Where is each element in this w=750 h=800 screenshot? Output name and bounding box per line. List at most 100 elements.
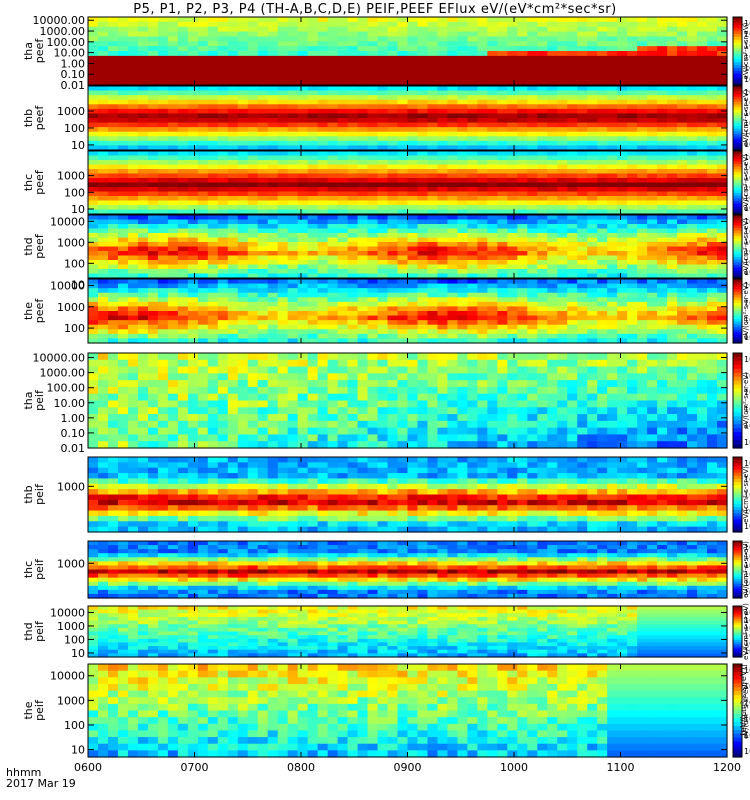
heatmap-cell bbox=[597, 233, 608, 239]
heatmap-cell bbox=[97, 86, 109, 92]
heatmap-cell bbox=[297, 205, 309, 211]
heatmap-cell bbox=[277, 60, 289, 67]
heatmap-cell bbox=[567, 178, 578, 184]
heatmap-cell bbox=[267, 260, 279, 266]
heatmap-cell bbox=[217, 233, 229, 239]
heatmap-cell bbox=[227, 151, 239, 157]
heatmap-cell bbox=[527, 329, 538, 335]
heatmap-cell bbox=[317, 140, 329, 147]
heatmap-cell bbox=[297, 279, 309, 285]
heatmap-cell bbox=[547, 127, 558, 133]
heatmap-cell bbox=[247, 393, 259, 402]
heatmap-cell bbox=[157, 80, 169, 86]
heatmap-cell bbox=[127, 242, 139, 248]
heatmap-cell bbox=[107, 127, 119, 133]
heatmap-cell bbox=[607, 200, 618, 206]
heatmap-cell bbox=[337, 324, 349, 330]
heatmap-cell bbox=[627, 46, 638, 52]
heatmap-cell bbox=[687, 136, 698, 142]
heatmap-cell bbox=[367, 104, 379, 110]
heatmap-cell bbox=[637, 269, 648, 275]
heatmap-cell bbox=[407, 301, 419, 308]
heatmap-cell bbox=[577, 338, 588, 344]
heatmap-cell bbox=[147, 127, 159, 133]
heatmap-cell bbox=[527, 113, 538, 119]
heatmap-cell bbox=[337, 140, 349, 147]
heatmap-cell bbox=[717, 269, 728, 275]
heatmap-cell bbox=[167, 366, 179, 374]
heatmap-cell bbox=[177, 200, 189, 206]
heatmap-cell bbox=[97, 122, 109, 128]
heatmap-cell bbox=[667, 160, 678, 166]
heatmap-cell bbox=[527, 36, 538, 42]
heatmap-cell bbox=[697, 178, 708, 184]
heatmap-cell bbox=[457, 200, 468, 206]
heatmap-cell bbox=[397, 99, 409, 105]
heatmap-cell bbox=[197, 251, 209, 257]
heatmap-cell bbox=[217, 219, 229, 225]
heatmap-cell bbox=[497, 127, 508, 133]
heatmap-cell bbox=[407, 209, 419, 215]
heatmap-cell bbox=[207, 251, 219, 257]
heatmap-cell bbox=[347, 122, 359, 128]
heatmap-cell bbox=[207, 131, 219, 137]
heatmap-cell bbox=[637, 324, 648, 330]
heatmap-cell bbox=[297, 297, 309, 303]
heatmap-cell bbox=[297, 95, 309, 101]
heatmap-cell bbox=[477, 104, 488, 110]
heatmap-cell bbox=[407, 90, 419, 96]
heatmap-cell bbox=[337, 122, 349, 128]
heatmap-cell bbox=[327, 17, 339, 23]
heatmap-cell bbox=[127, 17, 139, 23]
colorbar-tick-label: 10⁸ bbox=[744, 153, 750, 162]
heatmap-cell bbox=[267, 90, 279, 96]
colorbar-step bbox=[733, 142, 742, 146]
heatmap-cell bbox=[617, 41, 628, 47]
colorbar-step bbox=[733, 327, 742, 331]
heatmap-cell bbox=[157, 131, 169, 137]
heatmap-cell bbox=[567, 104, 578, 110]
heatmap-cell bbox=[437, 80, 449, 86]
heatmap-cell bbox=[127, 269, 139, 275]
y-tick-label: 100 bbox=[64, 257, 85, 270]
heatmap-cell bbox=[687, 173, 698, 179]
heatmap-cell bbox=[357, 90, 369, 96]
heatmap-cell bbox=[467, 279, 478, 285]
heatmap-cell bbox=[357, 122, 369, 128]
heatmap-cell bbox=[177, 60, 189, 67]
heatmap-cell bbox=[427, 297, 439, 303]
heatmap-cell bbox=[347, 55, 359, 62]
heatmap-cell bbox=[227, 292, 239, 298]
heatmap-cell bbox=[467, 169, 478, 175]
heatmap-cell bbox=[607, 151, 618, 157]
heatmap-cell bbox=[667, 95, 678, 101]
heatmap-cell bbox=[407, 55, 419, 62]
heatmap-cell bbox=[127, 104, 139, 110]
heatmap-cell bbox=[367, 237, 379, 243]
heatmap-cell bbox=[407, 136, 419, 142]
heatmap-cell bbox=[667, 178, 678, 184]
heatmap-cell bbox=[257, 36, 269, 42]
heatmap-cell bbox=[647, 173, 658, 179]
heatmap-cell bbox=[427, 80, 439, 86]
heatmap-cell bbox=[267, 60, 279, 67]
heatmap-cell bbox=[567, 46, 578, 52]
heatmap-cell bbox=[207, 246, 219, 252]
heatmap-cell bbox=[467, 196, 478, 202]
heatmap-cell bbox=[417, 311, 429, 317]
heatmap-cell bbox=[387, 215, 399, 221]
heatmap-cell bbox=[377, 70, 389, 76]
heatmap-cell bbox=[377, 131, 389, 137]
heatmap-cell bbox=[347, 215, 359, 221]
heatmap-cell bbox=[547, 215, 558, 221]
heatmap-cell bbox=[97, 173, 109, 179]
heatmap-cell bbox=[607, 255, 618, 261]
heatmap-cell bbox=[97, 288, 109, 294]
heatmap-cell bbox=[657, 338, 668, 344]
heatmap-cell bbox=[627, 127, 638, 133]
heatmap-cell bbox=[387, 41, 399, 47]
colorbar-step bbox=[733, 164, 742, 168]
heatmap-cell bbox=[617, 288, 628, 294]
heatmap-cell bbox=[697, 104, 708, 110]
heatmap-cell bbox=[717, 17, 728, 23]
